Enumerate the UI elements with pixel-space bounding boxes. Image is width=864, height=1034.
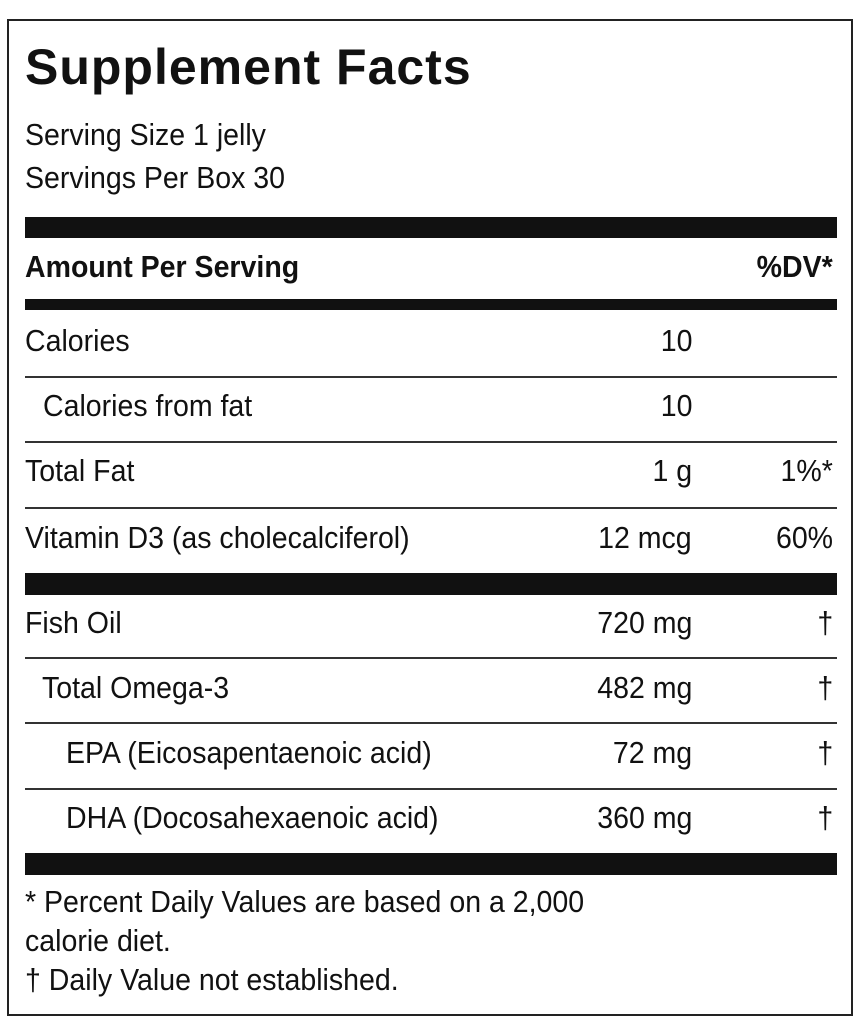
footnote-dv: * Percent Daily Values are based on a 2,…: [25, 884, 585, 919]
nutrient-amount: 720 mg: [596, 605, 692, 640]
nutrient-row: EPA (Eicosapentaenoic acid) 72 mg †: [25, 735, 837, 775]
thick-divider: [25, 853, 837, 875]
nutrient-row: Fish Oil 720 mg †: [25, 605, 837, 645]
nutrient-dv: 1%*: [780, 453, 833, 488]
nutrient-row: Total Fat 1 g 1%*: [25, 453, 837, 493]
row-divider: [25, 657, 837, 659]
nutrient-row: DHA (Docosahexaenoic acid) 360 mg †: [25, 800, 837, 840]
row-divider: [25, 788, 837, 790]
nutrient-label: Vitamin D3 (as cholecalciferol): [25, 520, 410, 555]
nutrient-amount: 1 g: [652, 453, 692, 488]
nutrient-row: Calories from fat 10: [25, 388, 837, 428]
footnote-dv-cont: calorie diet.: [25, 923, 171, 958]
label-title: Supplement Facts: [25, 39, 472, 95]
nutrient-dv: †: [817, 670, 833, 705]
nutrient-amount: 72 mg: [612, 735, 692, 770]
servings-per-box: Servings Per Box 30: [25, 160, 285, 195]
medium-divider: [25, 299, 837, 310]
thick-divider: [25, 217, 837, 238]
nutrient-row: Total Omega-3 482 mg †: [25, 670, 837, 710]
nutrient-amount: 482 mg: [596, 670, 692, 705]
header-row: Amount Per Serving %DV*: [25, 249, 837, 289]
nutrient-dv: †: [817, 800, 833, 835]
dv-header: %DV*: [756, 249, 833, 284]
nutrient-dv: †: [817, 735, 833, 770]
nutrient-amount: 360 mg: [596, 800, 692, 835]
amount-per-serving-header: Amount Per Serving: [25, 249, 300, 284]
nutrient-label: Total Omega-3: [42, 670, 230, 705]
row-divider: [25, 507, 837, 509]
nutrient-label: EPA (Eicosapentaenoic acid): [66, 735, 432, 770]
nutrient-amount: 12 mcg: [598, 520, 692, 555]
nutrient-label: Fish Oil: [25, 605, 122, 640]
row-divider: [25, 376, 837, 378]
label-frame: [7, 19, 853, 1016]
nutrient-label: Total Fat: [25, 453, 135, 488]
nutrient-dv: 60%: [775, 520, 833, 555]
thick-divider: [25, 573, 837, 595]
row-divider: [25, 441, 837, 443]
nutrient-label: Calories: [25, 323, 130, 358]
footnote-dagger: † Daily Value not established.: [25, 962, 399, 997]
nutrient-label: Calories from fat: [43, 388, 253, 423]
nutrient-dv: †: [817, 605, 833, 640]
nutrient-amount: 10: [660, 323, 692, 358]
nutrient-amount: 10: [660, 388, 692, 423]
nutrient-row: Calories 10: [25, 323, 837, 363]
nutrient-label: DHA (Docosahexaenoic acid): [66, 800, 439, 835]
row-divider: [25, 722, 837, 724]
serving-size: Serving Size 1 jelly: [25, 117, 266, 152]
nutrient-row: Vitamin D3 (as cholecalciferol) 12 mcg 6…: [25, 520, 837, 560]
